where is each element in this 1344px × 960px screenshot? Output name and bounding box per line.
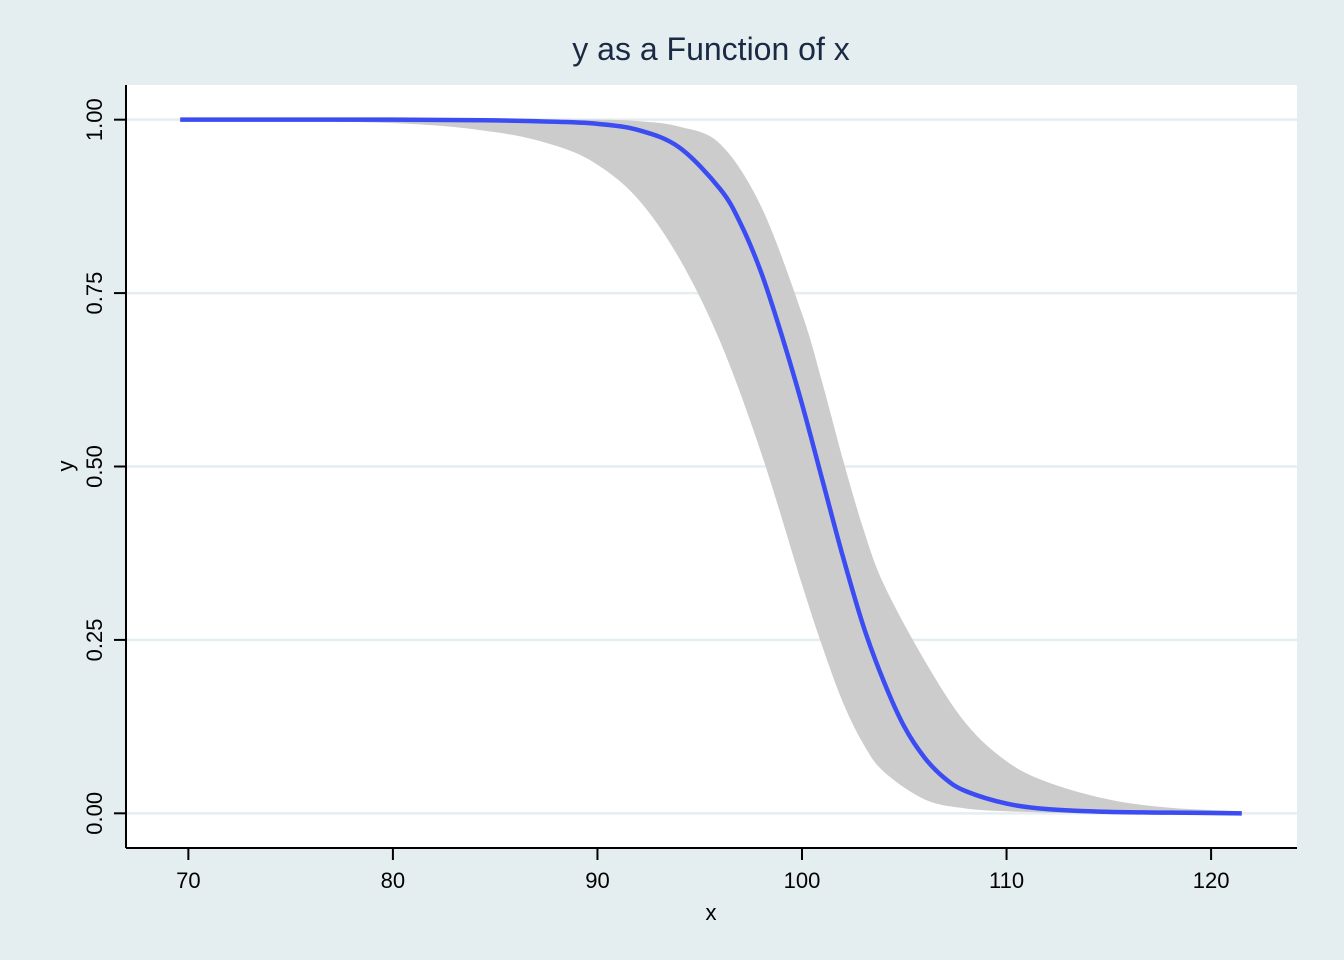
x-axis-ticks: 70 80 90 100 110 120 xyxy=(176,848,1229,893)
y-axis-ticks: 0.00 0.25 0.50 0.75 1.00 xyxy=(82,98,126,835)
x-tick-label: 90 xyxy=(585,868,609,893)
y-tick-label: 0.50 xyxy=(82,445,107,488)
chart-title: y as a Function of x xyxy=(572,31,849,67)
fitted-line xyxy=(180,117,1242,816)
y-tick-label: 1.00 xyxy=(82,98,107,141)
x-tick-label: 110 xyxy=(989,868,1024,893)
y-tick-label: 0.00 xyxy=(82,792,107,835)
y-tick-label: 0.25 xyxy=(82,618,107,661)
x-tick-label: 120 xyxy=(1193,868,1230,893)
x-tick-label: 100 xyxy=(784,868,821,893)
confidence-band-layer xyxy=(180,119,1242,814)
y-axis-title: y xyxy=(53,461,78,472)
confidence-band xyxy=(180,119,1242,814)
y-tick-label: 0.75 xyxy=(82,272,107,315)
x-tick-label: 70 xyxy=(176,868,200,893)
series-line-layer xyxy=(180,117,1242,816)
x-tick-label: 80 xyxy=(381,868,405,893)
x-axis-title: x xyxy=(706,900,717,925)
